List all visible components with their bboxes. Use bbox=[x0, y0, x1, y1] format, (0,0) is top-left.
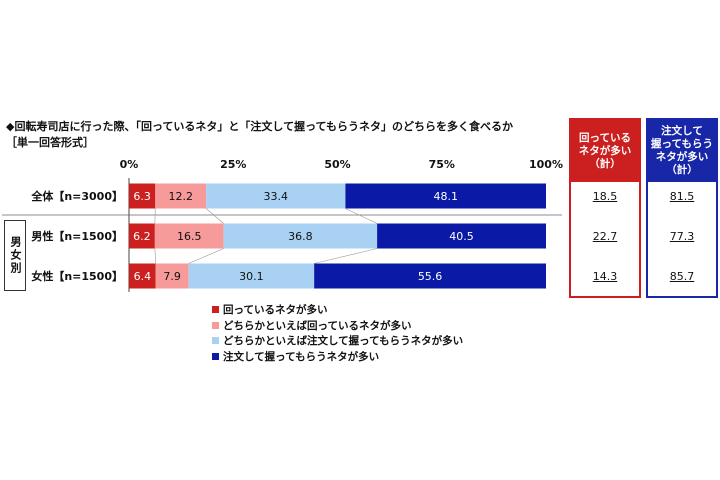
summary-header-chumon: 注文して 握ってもらう ネタが多い （計） bbox=[648, 120, 716, 182]
data-label: 30.1 bbox=[239, 270, 264, 283]
bar-segment bbox=[155, 183, 207, 209]
bar-segment bbox=[129, 223, 155, 249]
connector-line bbox=[188, 248, 224, 264]
legend-label: どちらかといえば回っているネタが多い bbox=[223, 319, 412, 332]
data-label: 36.8 bbox=[288, 230, 313, 243]
gender-group-label: 男女別 bbox=[4, 220, 26, 291]
x-tick-label: 25% bbox=[220, 158, 246, 171]
bar-segment bbox=[154, 223, 224, 249]
summary-header-mawatteiru: 回っている ネタが多い （計） bbox=[571, 120, 639, 182]
legend-label: 注文して握ってもらうネタが多い bbox=[223, 350, 380, 363]
legend-item: どちらかといえば注文して握ってもらうネタが多い bbox=[212, 333, 463, 349]
chart-legend: 回っているネタが多いどちらかといえば回っているネタが多いどちらかといえば注文して… bbox=[212, 302, 463, 364]
legend-swatch bbox=[212, 352, 219, 360]
category-label: 全体【n=3000】 bbox=[30, 189, 123, 203]
summary-box-mawatteiru: 回っている ネタが多い （計） 18.5 22.7 14.3 bbox=[569, 118, 641, 298]
data-label: 6.2 bbox=[133, 230, 151, 243]
chart-subtitle: ［単一回答形式］ bbox=[6, 136, 94, 149]
category-label: 男性【n=1500】 bbox=[31, 229, 123, 243]
summary-chumon-value: 81.5 bbox=[669, 190, 695, 203]
summary-chumon-value: 77.3 bbox=[669, 230, 695, 243]
bar-segment bbox=[188, 263, 315, 289]
legend-swatch bbox=[212, 337, 219, 345]
data-label: 12.2 bbox=[168, 190, 193, 203]
legend-swatch bbox=[212, 306, 219, 314]
category-label: 女性【n=1500】 bbox=[31, 269, 123, 283]
data-label: 16.5 bbox=[177, 230, 202, 243]
bar-segment bbox=[345, 183, 546, 209]
data-label: 6.4 bbox=[134, 270, 152, 283]
summary-mawatteiru-value: 18.5 bbox=[592, 190, 618, 203]
data-label: 33.4 bbox=[264, 190, 289, 203]
data-label: 7.9 bbox=[163, 270, 181, 283]
chart-title: ◆回転寿司店に行った際、「回っているネタ」と「注文して握ってもらうネタ」のどちら… bbox=[6, 120, 513, 133]
summary-box-chumon: 注文して 握ってもらう ネタが多い （計） 81.5 77.3 85.7 bbox=[646, 118, 718, 298]
x-tick-label: 75% bbox=[429, 158, 455, 171]
connector-line bbox=[345, 208, 378, 224]
connector-line bbox=[154, 248, 156, 264]
data-label: 40.5 bbox=[449, 230, 474, 243]
bar-segment bbox=[129, 263, 156, 289]
bar-segment bbox=[377, 223, 546, 249]
summary-mawatteiru-value: 14.3 bbox=[592, 270, 618, 283]
x-tick-label: 0% bbox=[120, 158, 139, 171]
legend-label: 回っているネタが多い bbox=[223, 304, 328, 317]
data-label: 55.6 bbox=[418, 270, 443, 283]
summary-mawatteiru-value: 22.7 bbox=[592, 230, 618, 243]
bar-segment bbox=[155, 263, 189, 289]
connector-line bbox=[205, 208, 224, 224]
data-label: 6.3 bbox=[133, 190, 151, 203]
x-tick-label: 100% bbox=[529, 158, 563, 171]
bar-segment bbox=[129, 183, 156, 209]
legend-item: 注文して握ってもらうネタが多い bbox=[212, 349, 463, 365]
bar-segment bbox=[314, 263, 546, 289]
legend-item: 回っているネタが多い bbox=[212, 302, 463, 318]
legend-swatch bbox=[212, 321, 219, 329]
bar-segment bbox=[206, 183, 346, 209]
data-label: 48.1 bbox=[433, 190, 458, 203]
summary-chumon-value: 85.7 bbox=[669, 270, 695, 283]
x-tick-label: 50% bbox=[324, 158, 350, 171]
connector-line bbox=[314, 248, 378, 264]
legend-label: どちらかといえば注文して握ってもらうネタが多い bbox=[223, 335, 464, 348]
legend-item: どちらかといえば回っているネタが多い bbox=[212, 318, 463, 334]
bar-segment bbox=[223, 223, 378, 249]
